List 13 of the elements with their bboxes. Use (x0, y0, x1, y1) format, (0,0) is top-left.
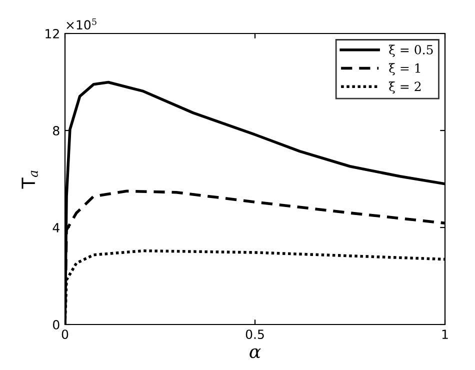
y-tick-label: 8 (53, 126, 60, 136)
x-tick-label: 0.5 (246, 330, 264, 340)
legend-label: ξ = 1 (389, 63, 420, 76)
y-axis-title: T$_{a}$ (22, 170, 38, 189)
x-tick-label: 0 (62, 330, 68, 340)
y-tick-label: 0 (53, 320, 60, 330)
y-tick-label: 12 (46, 28, 59, 38)
legend-label: ξ = 0.5 (389, 44, 433, 57)
x-axis-title: α (250, 348, 261, 358)
text: ×10$^{5}$ (66, 18, 96, 30)
x-tick-label: 1 (442, 330, 448, 339)
y-tick-label: 4 (52, 223, 60, 232)
legend-label: ξ = 2 (389, 81, 421, 94)
